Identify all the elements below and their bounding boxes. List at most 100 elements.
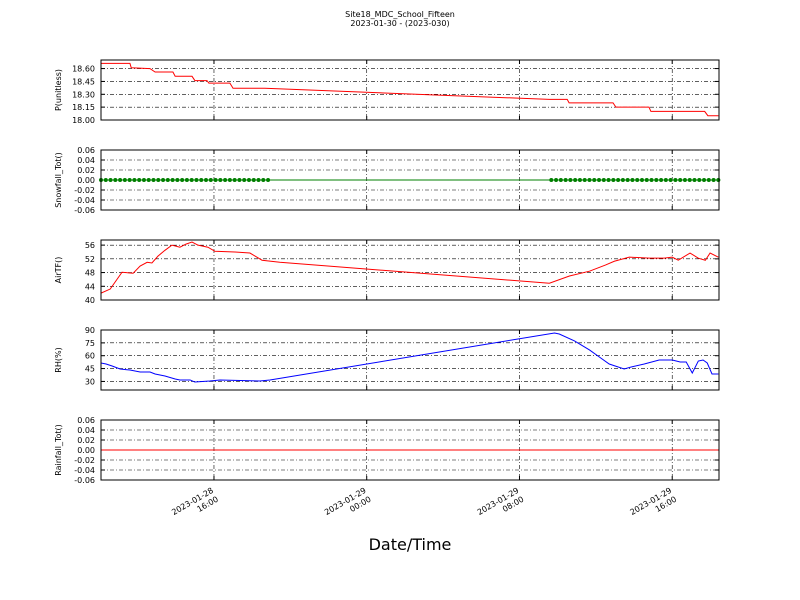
plot-frame — [100, 149, 720, 211]
data-point — [218, 178, 223, 182]
y-tick-label: 52 — [85, 255, 95, 264]
y-tick-label: -0.04 — [74, 466, 95, 475]
data-point — [716, 178, 721, 182]
y-tick-label: 90 — [85, 326, 95, 335]
y-tick-label: 0.02 — [77, 436, 95, 445]
plot-frame — [100, 419, 720, 481]
chart-title: Site18_MDC_School_Fifteen — [345, 10, 455, 19]
data-point — [630, 178, 635, 182]
y-tick-label: -0.02 — [74, 186, 95, 195]
data-point — [194, 178, 199, 182]
data-point — [132, 178, 137, 182]
y-tick-label: 18.60 — [72, 65, 95, 74]
y-tick-label: 0.00 — [77, 176, 95, 185]
x-tick-label: 2023-01-2900:00 — [323, 486, 373, 526]
data-point — [644, 178, 649, 182]
plot-frame — [100, 59, 720, 121]
data-point — [697, 178, 702, 182]
data-point — [606, 178, 611, 182]
data-point — [611, 178, 616, 182]
data-point — [673, 178, 678, 182]
data-point — [261, 178, 266, 182]
data-point — [654, 178, 659, 182]
data-point — [161, 178, 166, 182]
data-point — [616, 178, 621, 182]
data-point — [668, 178, 673, 182]
data-point — [692, 178, 697, 182]
data-point — [156, 178, 161, 182]
y-tick-label: 0.00 — [77, 446, 95, 455]
y-tick-label: 18.00 — [72, 116, 95, 125]
data-point — [582, 178, 587, 182]
data-point — [256, 178, 261, 182]
y-tick-label: 48 — [85, 269, 95, 278]
data-point — [682, 178, 687, 182]
data-point — [208, 178, 213, 182]
y-axis-label: AirTF() — [54, 257, 63, 284]
data-point — [663, 178, 668, 182]
data-point — [108, 178, 113, 182]
data-line — [101, 62, 719, 117]
data-point — [573, 178, 578, 182]
chart-subtitle: 2023-01-30 - (2023-030) — [350, 19, 449, 28]
plot-frame — [100, 239, 720, 301]
y-tick-label: 45 — [85, 365, 95, 374]
data-point — [563, 178, 568, 182]
data-point — [702, 178, 707, 182]
data-point — [175, 178, 180, 182]
y-tick-label: 0.02 — [77, 166, 95, 175]
y-tick-label: -0.06 — [74, 206, 95, 215]
data-point — [204, 178, 209, 182]
data-point — [639, 178, 644, 182]
plot-frame — [100, 329, 720, 391]
data-point — [687, 178, 692, 182]
y-tick-label: -0.02 — [74, 456, 95, 465]
x-axis-label: Date/Time — [369, 535, 452, 554]
data-point — [103, 178, 108, 182]
data-point — [232, 178, 237, 182]
data-point — [549, 178, 554, 182]
data-point — [165, 178, 170, 182]
data-point — [122, 178, 127, 182]
data-point — [146, 178, 151, 182]
y-tick-label: 30 — [85, 377, 95, 386]
data-point — [711, 178, 716, 182]
data-point — [223, 178, 228, 182]
data-point — [127, 178, 132, 182]
y-tick-label: -0.04 — [74, 196, 95, 205]
data-point — [151, 178, 156, 182]
y-tick-label: -0.06 — [74, 476, 95, 485]
data-point — [678, 178, 683, 182]
y-tick-label: 0.04 — [77, 156, 95, 165]
data-point — [706, 178, 711, 182]
data-point — [558, 178, 563, 182]
data-point — [601, 178, 606, 182]
x-tick-label: 2023-01-2908:00 — [476, 486, 526, 526]
y-tick-label: 56 — [85, 241, 95, 250]
data-point — [242, 178, 247, 182]
y-tick-label: 40 — [85, 296, 95, 305]
y-axis-label: RH(%) — [54, 347, 63, 372]
data-point — [597, 178, 602, 182]
y-tick-label: 18.15 — [72, 103, 95, 112]
data-point — [251, 178, 256, 182]
data-point — [635, 178, 640, 182]
x-tick-label: 2023-01-2816:00 — [170, 486, 220, 526]
data-point — [266, 178, 271, 182]
y-tick-label: 44 — [85, 282, 95, 291]
data-point — [113, 178, 118, 182]
data-point — [554, 178, 559, 182]
data-point — [141, 178, 146, 182]
y-tick-label: 60 — [85, 352, 95, 361]
data-point — [213, 178, 218, 182]
data-point — [587, 178, 592, 182]
data-point — [199, 178, 204, 182]
y-tick-label: 18.30 — [72, 90, 95, 99]
data-point — [137, 178, 142, 182]
data-point — [592, 178, 597, 182]
data-point — [649, 178, 654, 182]
y-axis-label: Snowfall_Tot() — [54, 152, 63, 208]
data-line — [100, 241, 719, 294]
data-point — [237, 178, 242, 182]
